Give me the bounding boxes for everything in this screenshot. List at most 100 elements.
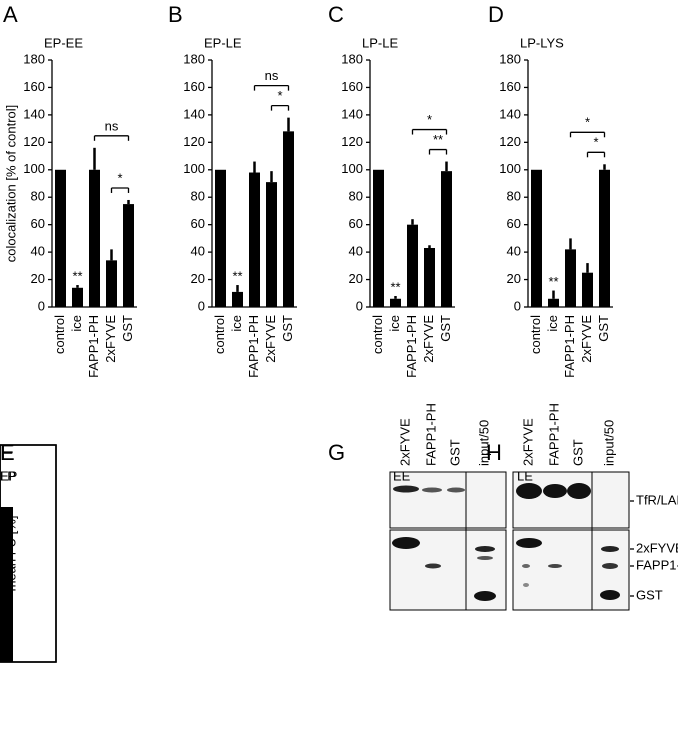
panel-letter: H xyxy=(486,440,502,465)
y-tick-label: 20 xyxy=(191,271,205,286)
y-tick-label: 60 xyxy=(507,216,521,231)
x-tick-label: 2xFYVE xyxy=(103,315,118,363)
y-tick-label: 180 xyxy=(23,51,45,66)
x-tick-label: FAPP1-PH xyxy=(562,315,577,378)
panel-title: LP-LE xyxy=(362,35,398,50)
x-tick-label: ice xyxy=(69,315,84,332)
blot-marker: 2xFYVE xyxy=(636,540,678,555)
y-tick-label: 80 xyxy=(507,189,521,204)
x-tick-label: FAPP1-PH xyxy=(404,315,419,378)
y-tick-label: 80 xyxy=(191,189,205,204)
lane-label: 2xFYVE xyxy=(520,418,535,466)
significance: * xyxy=(593,135,598,150)
band xyxy=(425,563,441,569)
panel-title: LP-LYS xyxy=(520,35,564,50)
y-tick-label: 180 xyxy=(499,51,521,66)
y-tick-label: 140 xyxy=(23,106,45,121)
lane-label: FAPP1-PH xyxy=(423,403,438,466)
panel-title: EP xyxy=(0,468,17,483)
bar xyxy=(0,507,13,662)
bar xyxy=(106,260,117,307)
band xyxy=(475,546,495,552)
significance: * xyxy=(117,170,122,185)
panel-title: EE xyxy=(393,468,411,483)
y-tick-label: 80 xyxy=(349,189,363,204)
x-tick-label: ice xyxy=(387,315,402,332)
blot-images xyxy=(389,471,630,611)
band xyxy=(477,556,493,560)
x-tick-label: 2xFYVE xyxy=(579,315,594,363)
band xyxy=(447,487,465,493)
bar xyxy=(215,169,226,307)
y-tick-label: 100 xyxy=(23,161,45,176)
lane-label: GST xyxy=(447,439,462,466)
band xyxy=(522,564,530,568)
y-tick-label: 40 xyxy=(191,244,205,259)
blot-frame xyxy=(389,471,507,529)
panel-letter: B xyxy=(168,2,183,27)
x-tick-label: control xyxy=(370,315,385,354)
significance: * xyxy=(427,112,432,127)
y-tick-label: 120 xyxy=(341,134,363,149)
panel-title: LE xyxy=(517,468,533,483)
significance: ** xyxy=(390,279,400,294)
lane-label: 2xFYVE xyxy=(397,418,412,466)
panel-letter: F xyxy=(0,440,13,465)
bar xyxy=(565,249,576,307)
y-axis-label: colocalization [% of control] xyxy=(3,105,18,263)
y-tick-label: 120 xyxy=(183,134,205,149)
y-tick-label: 0 xyxy=(38,298,45,313)
band xyxy=(543,484,567,498)
y-tick-label: 0 xyxy=(514,298,521,313)
y-tick-label: 60 xyxy=(31,216,45,231)
bar xyxy=(531,169,542,307)
x-tick-label: control xyxy=(212,315,227,354)
band xyxy=(602,563,618,569)
panel-letter: E xyxy=(0,440,15,465)
bar xyxy=(407,224,418,307)
y-tick-label: 180 xyxy=(341,51,363,66)
bar xyxy=(0,657,13,662)
blot-marker: GST xyxy=(636,587,663,602)
bar xyxy=(548,298,559,307)
bar xyxy=(424,247,435,307)
bar xyxy=(283,131,294,307)
lane-label: input/50 xyxy=(476,420,491,466)
y-tick-label: 160 xyxy=(499,79,521,94)
blot-marker: FAPP1-PH xyxy=(636,557,678,572)
y-tick-label: 0 xyxy=(356,298,363,313)
x-tick-label: FAPP1-PH xyxy=(86,315,101,378)
y-tick-label: 160 xyxy=(23,79,45,94)
band xyxy=(548,564,562,568)
x-tick-label: 2xFYVE xyxy=(421,315,436,363)
panel-title: EP-EE xyxy=(44,35,83,50)
y-tick-label: 40 xyxy=(507,244,521,259)
bar xyxy=(249,172,260,307)
y-tick-label: 100 xyxy=(499,161,521,176)
y-tick-label: 0 xyxy=(198,298,205,313)
panel-letter: G xyxy=(328,440,345,465)
x-tick-label: control xyxy=(52,315,67,354)
y-tick-label: 20 xyxy=(31,271,45,286)
band xyxy=(474,591,496,601)
y-tick-label: 80 xyxy=(31,189,45,204)
x-tick-label: ice xyxy=(545,315,560,332)
y-tick-label: 160 xyxy=(341,79,363,94)
x-tick-label: control xyxy=(528,315,543,354)
y-tick-label: 120 xyxy=(23,134,45,149)
y-tick-label: 20 xyxy=(507,271,521,286)
panel-letter: A xyxy=(3,2,18,27)
band xyxy=(601,546,619,552)
panel-title: LP xyxy=(0,468,16,483)
x-tick-label: GST xyxy=(280,315,295,342)
panel-letter: C xyxy=(328,2,344,27)
bar xyxy=(266,182,277,307)
y-tick-label: 60 xyxy=(191,216,205,231)
significance: ** xyxy=(433,132,443,147)
significance: ** xyxy=(72,268,82,283)
lane-label: FAPP1-PH xyxy=(546,403,561,466)
significance: ** xyxy=(232,268,242,283)
band xyxy=(516,538,542,548)
x-tick-label: 2xFYVE xyxy=(263,315,278,363)
